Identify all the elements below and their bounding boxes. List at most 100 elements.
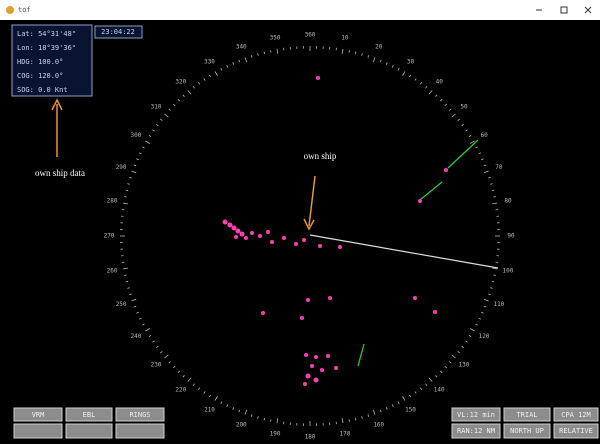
bearing-label: 270: [104, 233, 115, 240]
clock: 23:04:22: [101, 28, 135, 36]
target: [334, 366, 338, 370]
window-title: tof: [18, 6, 31, 14]
button-label: RINGS: [129, 411, 150, 419]
bearing-tick: [349, 419, 350, 421]
bearing-label: 230: [151, 362, 162, 369]
bearing-label: 150: [405, 407, 416, 414]
bearing-label: 220: [175, 386, 186, 393]
target: [314, 355, 318, 359]
course: COG: 120.0°: [17, 72, 63, 80]
target: [303, 382, 307, 386]
bearing-label: 320: [175, 79, 186, 86]
target: [302, 238, 306, 242]
bearing-label: 140: [434, 386, 445, 393]
target: [228, 223, 233, 228]
bearing-label: 190: [270, 430, 281, 437]
target: [240, 232, 245, 237]
target: [326, 354, 330, 358]
bearing-label: 50: [460, 103, 468, 110]
target: [270, 240, 274, 244]
bearing-label: 90: [507, 233, 515, 240]
bearing-tick: [124, 196, 126, 197]
target: [294, 242, 298, 246]
button[interactable]: [66, 424, 112, 438]
target: [320, 368, 324, 372]
target: [318, 244, 322, 248]
target: [314, 378, 319, 383]
target: [310, 364, 314, 368]
bearing-label: 120: [479, 333, 490, 340]
bearing-label: 10: [341, 35, 349, 42]
annotation: own ship data: [35, 168, 85, 178]
target: [261, 311, 265, 315]
bearing-label: 330: [204, 58, 215, 65]
bearing-label: 310: [151, 103, 162, 110]
target: [282, 236, 286, 240]
bearing-label: 20: [375, 44, 383, 51]
button-label: NORTH UP: [510, 427, 544, 435]
target: [444, 168, 448, 172]
button-label: RAN:12 NM: [457, 427, 495, 435]
bearing-tick: [493, 275, 495, 276]
radar-window: tof 360 10 20 30 40 50 60 70 80 90 100 110 120 130 140…: [0, 0, 600, 440]
bearing-tick: [349, 50, 350, 52]
bearing-tick: [493, 196, 495, 197]
bearing-tick: [124, 275, 126, 276]
target: [304, 353, 308, 357]
target: [328, 296, 332, 300]
bearing-tick: [270, 419, 271, 421]
target: [223, 220, 228, 225]
target: [250, 231, 254, 235]
bearing-label: 40: [436, 79, 444, 86]
bearing-label: 100: [503, 267, 514, 274]
button-label: RELATIVE: [559, 427, 593, 435]
bearing-label: 70: [495, 164, 503, 171]
target: [266, 230, 270, 234]
target: [300, 316, 304, 320]
bearing-label: 180: [305, 434, 316, 441]
bearing-label: 110: [493, 301, 504, 308]
button-label: EBL: [83, 411, 96, 419]
bearing-label: 290: [116, 164, 127, 171]
bearing-label: 170: [339, 430, 350, 437]
button-label: VRM: [32, 411, 45, 419]
button-label: VL:12 min: [457, 411, 495, 419]
bearing-label: 260: [107, 267, 118, 274]
bearing-label: 30: [407, 58, 415, 65]
bearing-label: 300: [131, 132, 142, 139]
bearing-label: 60: [480, 132, 488, 139]
target: [306, 374, 311, 379]
bearing-label: 210: [204, 407, 215, 414]
bearing-label: 280: [107, 198, 118, 205]
target: [433, 310, 437, 314]
target: [413, 296, 417, 300]
app-icon: [6, 6, 14, 14]
speed: SOG: 0.0 Knt: [17, 86, 68, 94]
target: [236, 229, 241, 234]
target: [258, 234, 262, 238]
button[interactable]: [14, 424, 62, 438]
target: [306, 298, 310, 302]
bearing-label: 240: [131, 333, 142, 340]
target: [338, 245, 342, 249]
button[interactable]: [116, 424, 164, 438]
target: [418, 199, 422, 203]
longitude: Lon: 18°39'36": [17, 44, 76, 52]
bearing-tick: [270, 50, 271, 52]
bearing-label: 250: [116, 301, 127, 308]
bearing-label: 160: [373, 421, 384, 428]
latitude: Lat: 54°31'48": [17, 30, 76, 38]
bearing-label: 360: [305, 32, 316, 39]
bearing-label: 80: [504, 198, 512, 205]
target: [316, 76, 320, 80]
target: [232, 226, 237, 231]
heading: HDG: 100.0°: [17, 58, 63, 66]
bearing-label: 200: [236, 421, 247, 428]
title-bar: [0, 0, 600, 20]
target: [234, 235, 238, 239]
annotation: own ship: [304, 151, 337, 161]
button-label: TRIAL: [516, 411, 537, 419]
bearing-label: 130: [459, 362, 470, 369]
target: [244, 236, 248, 240]
bearing-label: 340: [236, 44, 247, 51]
